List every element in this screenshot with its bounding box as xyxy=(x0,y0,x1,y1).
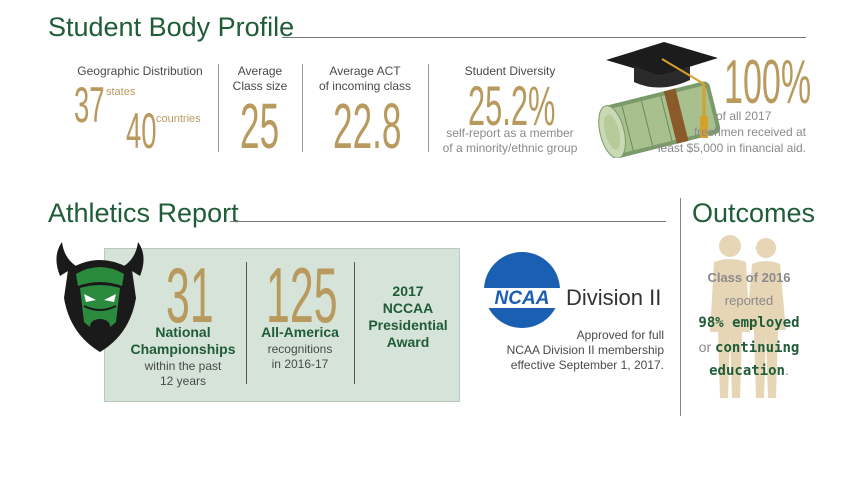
aid-note-3: least $5,000 in financial aid. xyxy=(657,141,806,155)
geo-label: Geographic Distribution xyxy=(77,64,203,78)
outcomes-period: . xyxy=(784,362,789,378)
division-label: Division II xyxy=(566,285,662,310)
outcomes-or: or xyxy=(698,339,712,355)
athletics-divider-2 xyxy=(354,262,355,384)
ncaa-note-2: NCAA Division II membership xyxy=(506,343,664,357)
outcomes-continuing: continuing xyxy=(715,340,800,356)
title-divider xyxy=(282,37,806,38)
outcomes-line-5: education. xyxy=(680,363,818,379)
diversity-note-2: of a minority/ethnic group xyxy=(442,141,578,155)
award-line-1: 2017 xyxy=(392,283,424,299)
outcomes-line-1: Class of 2016 xyxy=(707,270,791,285)
outcomes-divider xyxy=(680,198,681,416)
all-america-value: 125 xyxy=(266,251,338,339)
athletics-divider-1 xyxy=(246,262,247,384)
ncaa-note-3: effective September 1, 2017. xyxy=(510,358,664,372)
divider-1 xyxy=(218,64,219,152)
athletics-title: Athletics Report xyxy=(48,198,239,228)
all-america-sub-2: in 2016-17 xyxy=(271,357,329,371)
aid-note-1: of all 2017 xyxy=(716,109,772,123)
all-america-label: All-America xyxy=(261,324,339,340)
graduates-silhouette-icon xyxy=(710,235,786,398)
student-body-title: Student Body Profile xyxy=(48,12,295,42)
ncaa-logo-icon: NCAA xyxy=(482,252,562,328)
ncaa-note-1: Approved for full xyxy=(576,328,664,342)
countries-value: 40 xyxy=(126,103,157,159)
class-size-label-2: Class size xyxy=(232,79,288,93)
states-label: states xyxy=(106,86,136,98)
diversity-note-1: self-report as a member xyxy=(446,126,574,140)
aid-value: 100% xyxy=(724,48,812,117)
outcomes-education: education xyxy=(709,363,785,379)
bison-mascot-icon xyxy=(56,242,144,352)
outcomes-line-4: or continuing xyxy=(680,340,818,356)
award-line-2: NCCAA xyxy=(382,300,434,316)
award-line-3: Presidential xyxy=(368,317,448,333)
money-graduation-cap-icon xyxy=(598,42,721,158)
class-size-value: 25 xyxy=(240,90,280,162)
athletics-divider xyxy=(230,221,666,222)
championships-label-2: Championships xyxy=(130,341,236,357)
championships-value: 31 xyxy=(166,251,214,339)
outcomes-line-2: reported xyxy=(724,293,774,308)
act-label-2: of incoming class xyxy=(318,79,412,93)
class-size-label-1: Average xyxy=(237,64,283,78)
championships-sub-1: within the past xyxy=(144,359,222,373)
aid-note-2: freshmen received at xyxy=(693,125,806,139)
ncaa-logo-text: NCAA xyxy=(495,288,550,309)
outcomes-line-3: 98% employed xyxy=(698,315,800,331)
act-value: 22.8 xyxy=(333,90,402,162)
diversity-value: 25.2% xyxy=(468,74,556,137)
all-america-sub-1: recognitions xyxy=(267,342,333,356)
award-line-4: Award xyxy=(386,334,430,350)
states-value: 37 xyxy=(74,77,105,133)
championships-label-1: National xyxy=(155,324,211,340)
athletics-stats-box xyxy=(104,248,460,402)
championships-sub-2: 12 years xyxy=(159,374,207,388)
countries-label: countries xyxy=(156,113,201,125)
divider-2 xyxy=(302,64,303,152)
divider-3 xyxy=(428,64,429,152)
act-label-1: Average ACT xyxy=(329,64,401,78)
outcomes-title: Outcomes xyxy=(692,198,816,228)
diversity-label: Student Diversity xyxy=(464,64,556,78)
